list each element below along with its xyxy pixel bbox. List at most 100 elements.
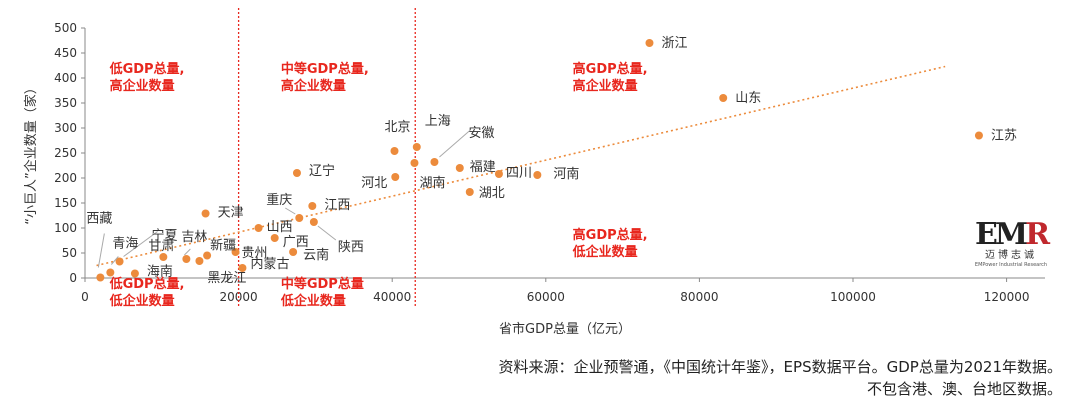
y-tick-label: 400 <box>54 71 77 85</box>
leader-line <box>184 248 191 256</box>
y-tick-label: 0 <box>69 271 77 285</box>
quadrant-label: 低企业数量 <box>280 293 346 309</box>
point-label: 天津 <box>218 206 244 221</box>
point-label: 北京 <box>385 120 411 135</box>
data-point <box>115 257 124 266</box>
point-label: 青海 <box>112 237 138 252</box>
point-label: 江西 <box>324 198 350 213</box>
point-label: 河南 <box>553 166 579 182</box>
y-axis-title: “小巨人”企业数量（家） <box>23 81 39 224</box>
point-label: 江苏 <box>991 128 1017 144</box>
x-tick-label: 60000 <box>527 290 565 304</box>
data-point <box>455 164 464 172</box>
y-tick-label: 50 <box>62 246 77 260</box>
quadrant-label: 高GDP总量, <box>573 61 648 77</box>
data-point <box>231 248 240 256</box>
emr-logo: EMR 迈博志诚 EMPower Industrial Research <box>972 220 1050 269</box>
quadrant-label: 高企业数量 <box>281 78 346 94</box>
data-point <box>412 143 421 151</box>
point-label: 西藏 <box>86 212 112 227</box>
point-label: 海南 <box>147 264 173 280</box>
trendline <box>96 65 946 267</box>
quadrant-label: 高企业数量 <box>110 78 175 94</box>
leader-line <box>285 207 296 215</box>
leader-line <box>123 231 158 257</box>
data-point <box>465 188 474 196</box>
quadrant-label: 高企业数量 <box>573 78 638 94</box>
point-label: 湖北 <box>479 186 505 201</box>
y-tick-label: 100 <box>54 221 77 235</box>
quadrant-label: 中等GDP总量 <box>281 276 364 292</box>
x-tick-label: 40000 <box>373 290 411 304</box>
data-point <box>308 202 317 210</box>
point-label: 湖南 <box>419 175 445 191</box>
data-point <box>292 169 301 177</box>
y-tick-label: 350 <box>54 96 77 110</box>
data-point <box>391 173 400 181</box>
quadrant-label: 低GDP总量, <box>109 276 185 292</box>
logo-mark: EMR <box>974 217 1050 252</box>
data-point <box>430 158 439 166</box>
point-label: 广西 <box>283 235 309 250</box>
point-label: 上海 <box>425 114 451 129</box>
quadrant-label: 高GDP总量, <box>573 227 648 243</box>
data-point <box>106 268 115 277</box>
point-label: 安徽 <box>468 126 494 141</box>
point-label: 辽宁 <box>309 163 335 179</box>
data-point <box>719 94 728 102</box>
quadrant-label: 中等GDP总量, <box>281 61 369 77</box>
data-point <box>494 170 503 178</box>
data-point <box>159 253 168 261</box>
logo-chinese-name: 迈博志诚 <box>985 250 1037 261</box>
point-label: 山东 <box>735 91 761 106</box>
x-tick-label: 80000 <box>680 290 718 304</box>
x-tick-label: 120000 <box>984 290 1030 304</box>
data-point <box>295 214 304 222</box>
quadrant-label: 低企业数量 <box>572 244 638 260</box>
data-point <box>254 224 263 232</box>
data-point <box>390 147 399 155</box>
logo-english-name: EMPower Industrial Research <box>974 262 1048 268</box>
point-label: 云南 <box>303 247 329 263</box>
data-point <box>645 39 654 47</box>
data-point <box>533 171 542 179</box>
data-point <box>195 257 204 265</box>
point-label: 重庆 <box>266 192 292 208</box>
point-label: 山西 <box>267 220 293 235</box>
point-label: 浙江 <box>661 36 687 51</box>
x-tick-label: 100000 <box>830 290 876 304</box>
y-tick-label: 300 <box>54 121 77 135</box>
data-point <box>130 269 139 278</box>
source-note: 资料来源：企业预警通，《中国统计年鉴》，EPS数据平台。GDP总量为2021年数… <box>498 358 1062 376</box>
data-point <box>201 209 210 218</box>
y-tick-label: 450 <box>54 46 77 60</box>
y-tick-label: 250 <box>54 146 77 160</box>
point-label: 贵州 <box>242 246 268 261</box>
data-point <box>270 234 279 242</box>
data-point <box>96 273 105 282</box>
leader-line <box>97 233 105 268</box>
point-label: 甘肃 <box>148 239 174 254</box>
data-point <box>410 159 419 167</box>
point-label: 福建 <box>470 160 496 175</box>
x-axis-title: 省市GDP总量（亿元） <box>499 321 631 337</box>
data-point <box>289 248 298 256</box>
point-label: 陕西 <box>338 240 364 255</box>
point-label: 四川 <box>506 166 532 181</box>
data-point <box>182 255 191 263</box>
data-point <box>309 218 318 226</box>
y-tick-label: 200 <box>54 171 77 185</box>
y-tick-label: 150 <box>54 196 77 210</box>
leader-line <box>439 129 471 158</box>
point-label: 吉林 <box>181 230 207 245</box>
x-tick-label: 0 <box>81 290 89 304</box>
point-label: 新疆 <box>210 238 236 254</box>
quadrant-label: 低企业数量 <box>109 293 175 309</box>
point-label: 宁夏 <box>152 228 178 244</box>
data-point <box>974 131 983 140</box>
leader-line <box>317 225 337 241</box>
point-label: 内蒙古 <box>250 256 289 272</box>
y-tick-label: 500 <box>54 21 77 35</box>
source-note-2: 不包含港、澳、台地区数据。 <box>866 380 1062 398</box>
